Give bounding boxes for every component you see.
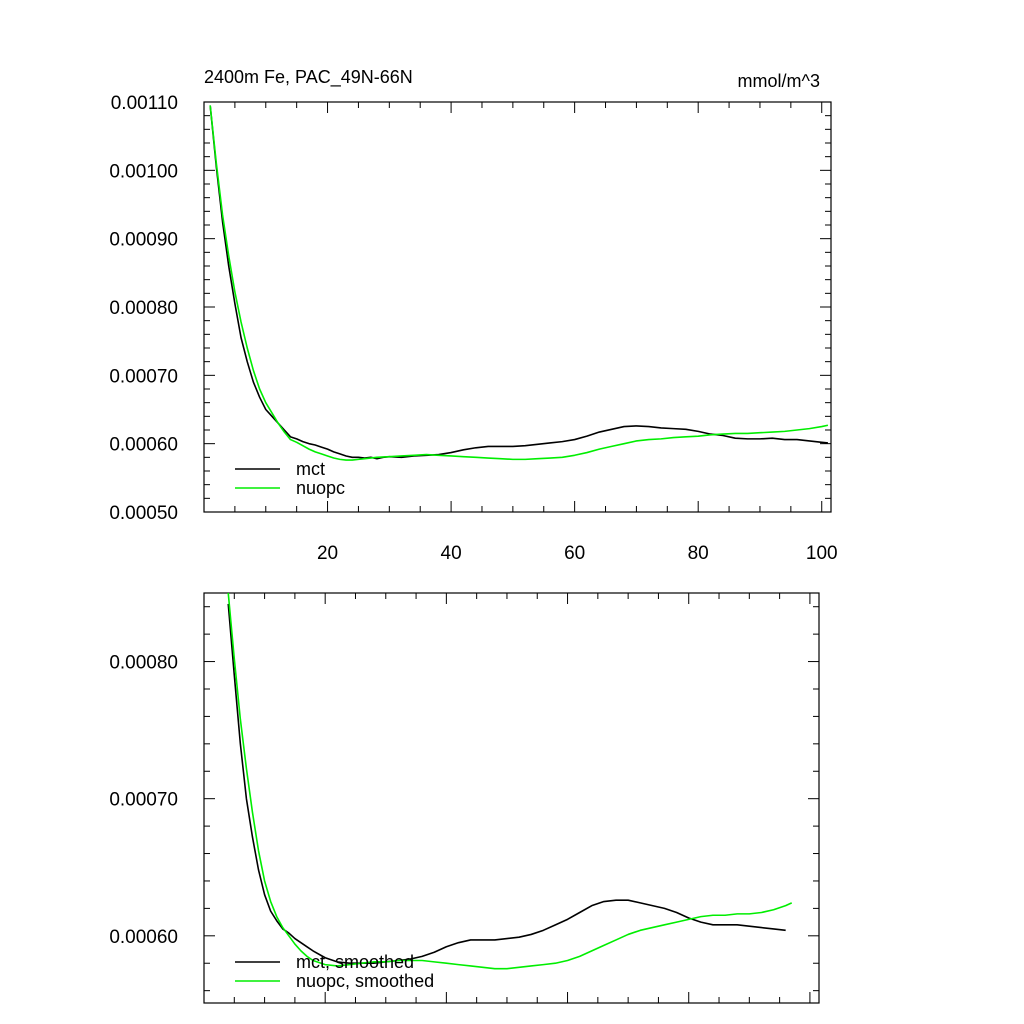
x-tick-label: 60 xyxy=(564,543,585,564)
units-label: mmol/m^3 xyxy=(738,71,820,91)
bottom-panel: 0.00060 0.00070 0.00080 mct, smoothednuopc,… xyxy=(109,592,820,1004)
plot-frame xyxy=(203,101,832,513)
top-panel: 0.00050 0.00060 0.00070 0.00080 0.00090 0.001… xyxy=(109,93,837,564)
y-tick-label: 0.00100 xyxy=(109,161,178,182)
y-tick-label: 0.00060 xyxy=(109,435,178,456)
y-tick-label: 0.00080 xyxy=(109,298,178,319)
legend-label: nuopc xyxy=(296,478,345,498)
y-tick-label: 0.00070 xyxy=(109,366,178,387)
y-tick-label: 0.00090 xyxy=(109,230,178,251)
series-line-nuopc xyxy=(209,105,829,461)
y-tick-label: 0.00070 xyxy=(109,790,178,811)
x-tick-label: 40 xyxy=(441,543,462,564)
y-tick-label: 0.00050 xyxy=(109,503,178,524)
y-tick-label: 0.00060 xyxy=(109,927,178,948)
series-line-mct-smoothed xyxy=(227,603,786,965)
y-tick-label: 0.00110 xyxy=(111,93,178,114)
series-line-nuopc-smoothed xyxy=(227,592,793,970)
x-tick-label: 100 xyxy=(806,543,838,564)
series-line-mct xyxy=(209,105,828,460)
legend-label: mct, smoothed xyxy=(296,952,414,972)
y-tick-label: 0.00080 xyxy=(109,653,178,674)
x-tick-label: 80 xyxy=(688,543,709,564)
x-tick-label: 20 xyxy=(317,543,338,564)
legend-label: nuopc, smoothed xyxy=(296,971,434,991)
legend-label: mct xyxy=(296,459,325,479)
plot-frame xyxy=(203,592,820,1004)
page-title: 2400m Fe, PAC_49N-66N xyxy=(204,67,413,88)
